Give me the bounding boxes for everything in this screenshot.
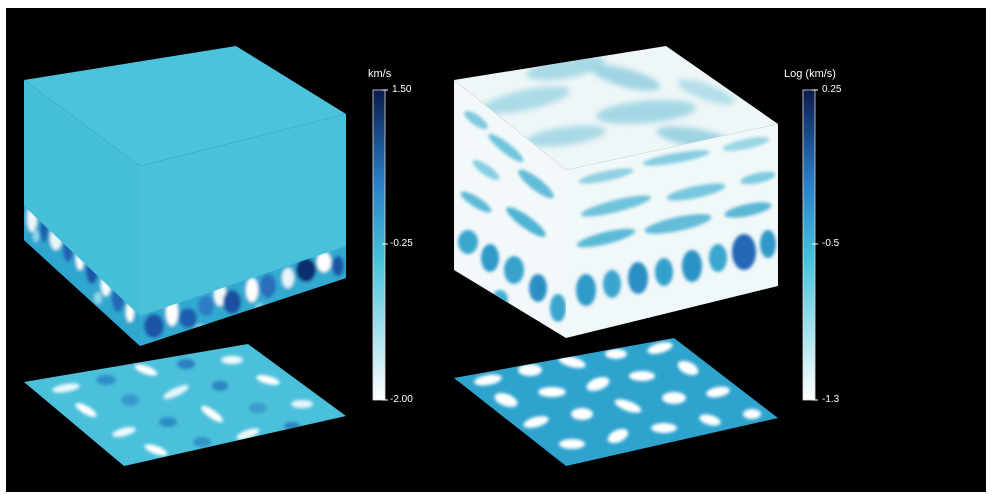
log-velocity-colorbar-tick-max: 0.25 [822,84,842,95]
velocity-colorbar [372,89,388,401]
velocity-colorbar-unit: km/s [368,68,392,80]
log-velocity-colorbar-gradient [802,89,816,401]
velocity-cube [24,46,346,466]
log-velocity-slice-cells [474,342,761,449]
velocity-colorbar-tick-min: -2.00 [390,394,413,405]
figure-frame: km/s 1.50 -0.25 -2.00 Log (km/s) 0.25 -0… [6,8,986,492]
velocity-horizontal-slice [24,344,346,466]
log-velocity-colorbar-tick-min: -1.3 [822,394,840,405]
log-velocity-cube [454,46,778,466]
log-velocity-colorbar-tick-mid: -0.5 [822,238,840,249]
velocity-colorbar-tick-mid: -0.25 [390,238,413,249]
velocity-cube-top-face [24,46,346,166]
velocity-slice-cells [52,356,313,456]
log-velocity-front-pattern [458,110,566,322]
velocity-colorbar-gradient [372,89,386,401]
log-velocity-colorbar-unit: Log (km/s) [784,68,836,80]
simulation-figure [24,46,818,466]
log-velocity-side-pattern [576,137,776,306]
velocity-colorbar-tick-max: 1.50 [392,84,412,95]
log-velocity-colorbar [802,89,818,401]
velocity-cube-front-face [24,80,140,346]
